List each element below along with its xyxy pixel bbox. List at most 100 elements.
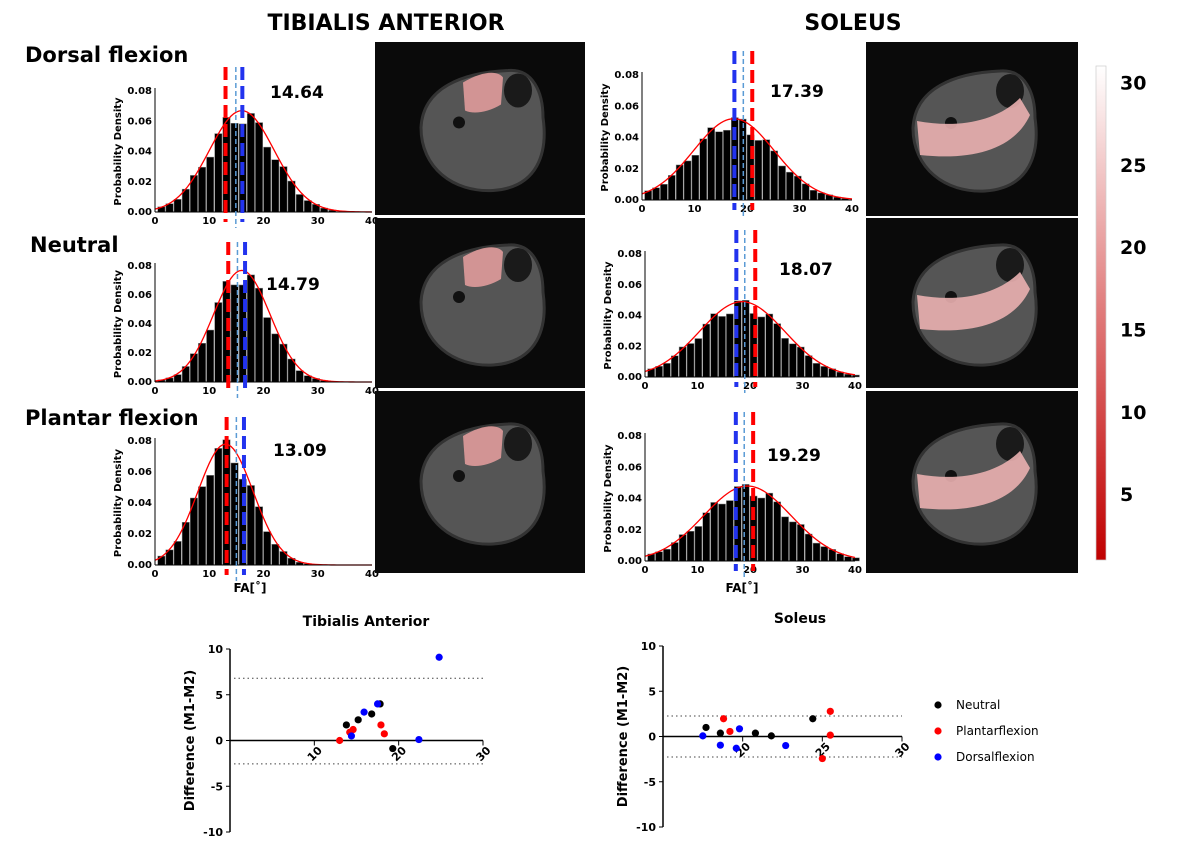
x-tick-label: 10 — [305, 744, 325, 764]
colorbar-tick-label: 10 — [1120, 402, 1146, 424]
data-point-neutral — [716, 729, 724, 737]
y-tick-label: 5 — [648, 685, 656, 698]
histogram-bar — [786, 171, 794, 201]
gaussian-fit-curve — [644, 485, 856, 559]
histogram-bar — [801, 183, 810, 201]
histogram-bar — [817, 192, 826, 201]
histogram-bar — [263, 317, 272, 383]
histogram-bar — [230, 122, 239, 213]
data-point-dorsalflexion — [360, 708, 368, 716]
histogram-bar — [757, 316, 766, 378]
y-tick-label: 0.00 — [127, 560, 152, 571]
y-tick-label: 10 — [208, 643, 224, 656]
y-tick-label: 0.08 — [127, 86, 152, 97]
histogram-bar — [797, 524, 805, 562]
y-tick-label: 0.08 — [617, 249, 642, 260]
data-point-neutral — [368, 710, 376, 718]
histogram-bar — [287, 180, 296, 213]
histogram-bar — [781, 338, 789, 378]
histogram-bar — [655, 551, 663, 562]
histogram-bar — [271, 159, 280, 213]
x-tick-label: 30 — [793, 204, 807, 215]
mri-cross-section-image — [375, 42, 585, 215]
chart-title: Tibialis Anterior — [303, 614, 430, 630]
x-tick-label: 30 — [311, 216, 325, 227]
histogram-bar — [255, 506, 263, 566]
x-tick-label: 10 — [202, 386, 216, 397]
x-tick-label: 40 — [365, 569, 379, 580]
colorbar-tick-label: 25 — [1120, 155, 1146, 177]
histogram-5: 0.00 0.02 0.04 0.06 0.08 0 10 20 30 40 Probability… — [603, 412, 862, 577]
y-tick-label: 0.06 — [127, 290, 152, 301]
histogram-bar — [726, 313, 734, 378]
y-tick-label: -10 — [636, 821, 656, 834]
tibialis-anterior-fa-overlay — [463, 426, 503, 466]
histogram-bar — [230, 462, 239, 566]
x-tick-label: 10 — [688, 204, 702, 215]
data-point-neutral — [389, 744, 397, 753]
data-point-plantarflexion — [719, 715, 728, 723]
histogram-bar — [655, 366, 663, 378]
data-point-dorsalflexion — [732, 744, 740, 752]
y-tick-label: 0.04 — [127, 147, 152, 158]
data-point-neutral — [342, 721, 350, 729]
x-tick-label: 10 — [691, 381, 705, 392]
mean-fa-value: 13.09 — [273, 441, 327, 461]
fibula-bone — [453, 116, 465, 129]
y-tick-label: 0.06 — [614, 101, 639, 112]
x-tick-label: 20 — [743, 381, 757, 392]
histogram-bar — [820, 546, 829, 562]
histogram-bar — [206, 329, 215, 383]
y-axis-label: Probability Density — [603, 444, 614, 553]
mean-fa-value: 19.29 — [767, 446, 821, 466]
data-point-dorsalflexion — [735, 725, 744, 733]
histogram-bar — [214, 133, 223, 213]
mean-fa-value: 18.07 — [779, 260, 833, 280]
soleus-fa-overlay — [917, 98, 1030, 157]
histogram-bar — [246, 274, 255, 383]
legend-marker-plantarflexion — [934, 727, 942, 735]
colorbar — [1095, 65, 1107, 561]
histogram-bar — [718, 316, 726, 378]
x-tick-label: 30 — [474, 744, 494, 764]
y-tick-label: 0.02 — [617, 525, 642, 536]
y-tick-label: 0.04 — [617, 494, 642, 505]
y-tick-label: 0.00 — [127, 207, 152, 218]
tibia-bone — [504, 248, 532, 282]
y-axis-label: Difference (M1-M2) — [183, 670, 198, 811]
histogram-bar — [812, 363, 821, 378]
colorbar-tick-label: 20 — [1120, 237, 1146, 259]
histogram-bar — [809, 190, 818, 201]
mean-fa-value: 14.64 — [270, 83, 324, 103]
y-tick-label: 0 — [648, 731, 656, 744]
histogram-bar — [836, 553, 844, 562]
y-tick-label: 0.08 — [617, 431, 642, 442]
legend-marker-neutral — [934, 701, 942, 709]
y-axis-label: Probability Density — [600, 83, 611, 192]
x-tick-label: 30 — [893, 740, 913, 760]
histogram-bar — [773, 323, 781, 378]
histogram-bar — [198, 342, 206, 383]
y-tick-label: 0.02 — [127, 529, 152, 540]
y-tick-label: 0.00 — [617, 372, 642, 383]
y-tick-label: 10 — [641, 640, 657, 653]
histogram-bar — [198, 486, 206, 566]
xlabel-fa-right: FA[˚] — [725, 580, 758, 595]
x-tick-label: 0 — [642, 565, 649, 576]
colorbar-tick-label: 15 — [1120, 319, 1146, 341]
chart-title: Soleus — [774, 611, 826, 627]
y-tick-label: 0.08 — [614, 70, 639, 81]
data-point-dorsalflexion — [782, 741, 790, 750]
histogram-bar — [683, 160, 692, 201]
histogram-bar — [671, 542, 679, 562]
histogram-bar — [804, 533, 813, 562]
y-tick-label: 0.04 — [617, 311, 642, 322]
fibula-bone — [453, 470, 465, 482]
tibialis-anterior-fa-overlay — [463, 72, 503, 113]
histogram-0: 0.00 0.02 0.04 0.06 0.08 0 10 20 30 40 Probability… — [113, 67, 379, 228]
tibia-bone — [996, 74, 1024, 108]
x-tick-label: 0 — [152, 569, 159, 580]
histogram-bar — [770, 150, 778, 201]
y-axis-label: Probability Density — [113, 448, 124, 557]
histogram-bar — [246, 113, 255, 213]
